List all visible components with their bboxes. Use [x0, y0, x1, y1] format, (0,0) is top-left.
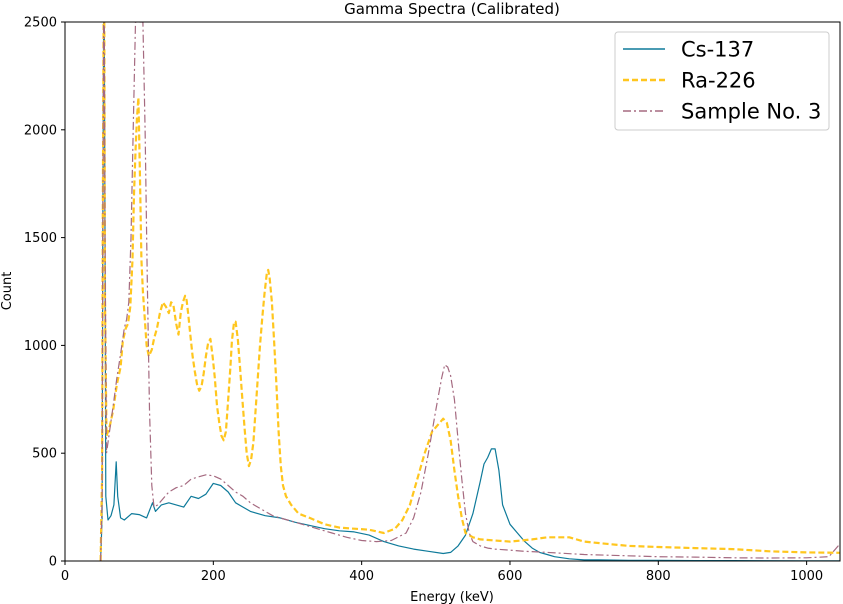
x-tick-label: 0 [61, 569, 69, 584]
x-tick-label: 400 [349, 569, 374, 584]
x-tick-label: 1000 [790, 569, 823, 584]
x-tick-label: 200 [201, 569, 226, 584]
y-tick-label: 500 [32, 447, 57, 462]
legend-label-2: Sample No. 3 [681, 100, 821, 124]
y-tick-label: 2500 [24, 16, 57, 31]
y-tick-label: 1500 [24, 231, 57, 246]
series-line-2 [100, 22, 840, 561]
y-axis-label: Count [0, 272, 15, 311]
chart-title: Gamma Spectra (Calibrated) [344, 0, 560, 18]
x-tick-label: 800 [646, 569, 671, 584]
y-tick-label: 2000 [24, 123, 57, 138]
x-tick-label: 600 [498, 569, 523, 584]
series-layer [99, 22, 840, 561]
x-axis-label: Energy (keV) [410, 590, 494, 604]
series-line-0 [100, 22, 840, 561]
legend-label-1: Ra-226 [681, 69, 756, 93]
legend-box [614, 31, 830, 131]
plot-frame [64, 21, 841, 562]
legend: Cs-137 Ra-226 Sample No. 3 [614, 31, 830, 131]
y-tick-label: 1000 [24, 339, 57, 354]
y-tick-label: 0 [49, 555, 57, 570]
y-axis-ticks: 0 500 1000 1500 2000 2500 [24, 16, 65, 570]
x-axis-ticks: 0 200 400 600 800 1000 [61, 561, 823, 584]
legend-label-0: Cs-137 [681, 38, 754, 62]
